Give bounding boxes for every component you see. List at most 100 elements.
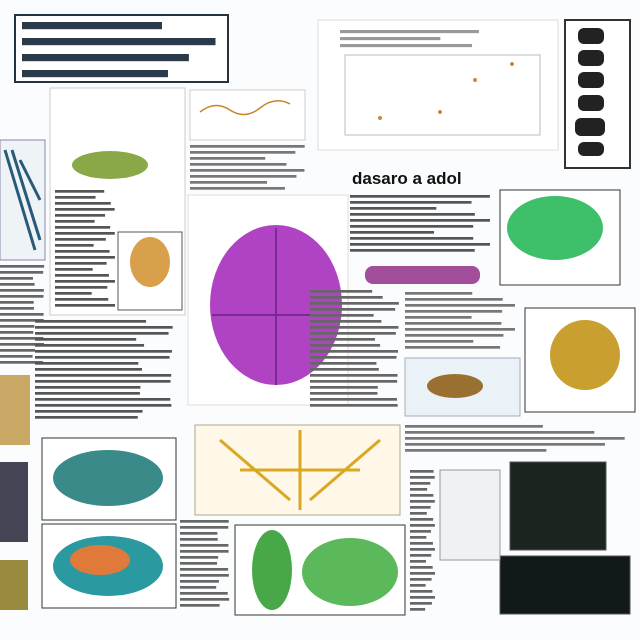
text-line (410, 476, 435, 479)
text-line (0, 295, 44, 298)
text-line (410, 488, 428, 491)
text-line (405, 292, 473, 295)
text-line (35, 380, 171, 383)
image (427, 374, 483, 398)
text-line (410, 500, 435, 503)
text-line (180, 544, 229, 547)
text-line (55, 280, 115, 283)
text-line (35, 374, 172, 377)
text-line (405, 425, 543, 428)
text-line (410, 518, 434, 521)
text-line (340, 37, 441, 41)
dot (473, 78, 477, 82)
text-line (55, 232, 115, 235)
text-line (190, 151, 296, 154)
text-line (410, 506, 431, 509)
text-line (0, 343, 45, 346)
plot-area (344, 54, 541, 136)
text-line (35, 362, 139, 365)
text-line (310, 296, 383, 299)
heading: dasaro a adol (352, 169, 462, 188)
text-line (350, 231, 435, 234)
text-line (350, 237, 474, 240)
text-line (405, 449, 547, 452)
text-line (22, 22, 162, 30)
text-line (310, 332, 396, 335)
leaf (302, 538, 398, 606)
text-line (180, 550, 229, 553)
text-line (310, 386, 378, 389)
text-line (180, 604, 220, 607)
text-line (350, 195, 490, 198)
line-chart-panel (189, 89, 306, 141)
text-line (0, 313, 44, 316)
text-line (35, 338, 137, 341)
text-line (310, 374, 398, 377)
text-line (55, 262, 107, 265)
text-line (35, 398, 171, 401)
text-line (190, 181, 268, 184)
text-line (410, 470, 434, 473)
text-line (405, 328, 515, 331)
text-line (35, 350, 172, 353)
text-line (35, 392, 140, 395)
icon (578, 142, 604, 156)
text-line (0, 331, 34, 334)
text-line (340, 30, 479, 34)
text-line (35, 326, 173, 329)
text-line (180, 538, 218, 541)
skeleton (219, 430, 381, 510)
text-line (310, 344, 381, 347)
text-line (180, 574, 229, 577)
text-line (0, 337, 44, 340)
icons (575, 28, 605, 156)
text-line (180, 568, 229, 571)
image (70, 545, 130, 575)
text-line (410, 524, 435, 527)
text-line (405, 316, 472, 319)
text-line (0, 283, 35, 286)
text-line (0, 265, 45, 268)
text-line (310, 398, 397, 401)
text-line (405, 443, 605, 446)
text-line (180, 592, 228, 595)
text-line (35, 410, 143, 413)
text-line (0, 349, 36, 352)
text-line (0, 301, 34, 304)
text-line (310, 404, 398, 407)
leaf (252, 530, 292, 610)
text-line (410, 596, 435, 599)
image (550, 320, 620, 390)
text-line (55, 268, 93, 271)
text-line (0, 355, 33, 358)
text-line (55, 190, 105, 193)
text-line (55, 250, 110, 253)
text-line (410, 542, 433, 545)
text-line (190, 163, 287, 166)
text-line (55, 292, 92, 295)
text-line (180, 556, 219, 559)
text-line (310, 356, 397, 359)
text-line (0, 271, 44, 274)
text-line (55, 226, 111, 229)
text-line (55, 214, 106, 217)
text-line (55, 304, 115, 307)
image-panel (439, 469, 501, 561)
screen (509, 461, 607, 551)
text-line (405, 334, 504, 337)
text-line (405, 346, 501, 349)
text-line (410, 602, 432, 605)
text-line (410, 530, 431, 533)
text-line (350, 225, 474, 228)
text-line (180, 532, 218, 535)
dot (438, 110, 442, 114)
text-line (0, 307, 34, 310)
text-line (310, 362, 377, 365)
text-line (0, 289, 44, 292)
text-line (310, 350, 399, 353)
text-line (350, 201, 472, 204)
text-line (180, 586, 217, 589)
text-line (0, 325, 35, 328)
image (365, 266, 480, 284)
text-line (410, 572, 435, 575)
